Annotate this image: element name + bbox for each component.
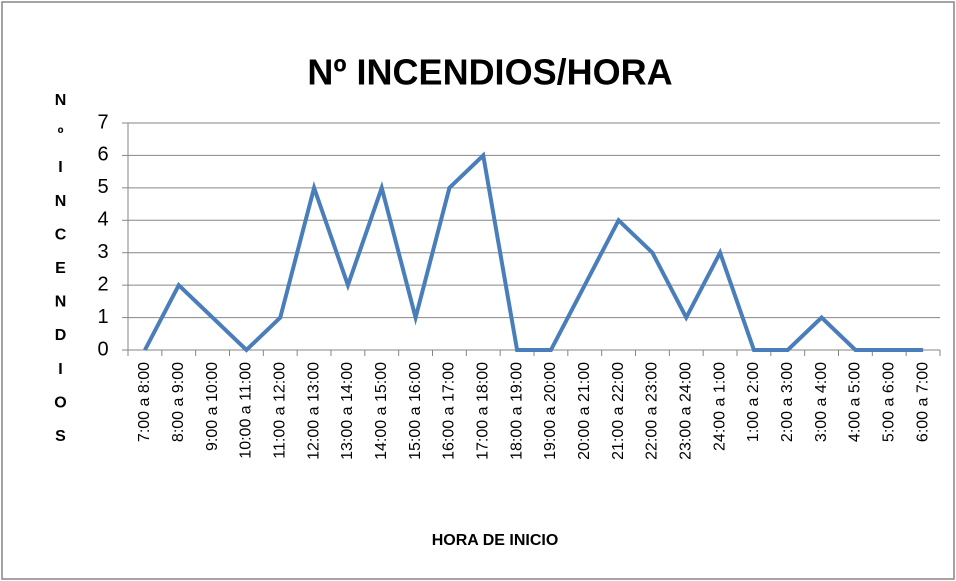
x-tick-label: 21:00 a 22:00: [610, 362, 627, 460]
x-tick-label: 23:00 a 24:00: [677, 362, 694, 460]
x-tick-label: 11:00 a 12:00: [271, 362, 288, 459]
x-tick-label: 7:00 a 8:00: [136, 362, 153, 442]
y-tick-label: 2: [97, 273, 108, 295]
x-tick-label: 18:00 a 19:00: [508, 362, 525, 460]
x-tick-label: 24:00 a 1:00: [711, 362, 728, 451]
y-tick-label: 1: [97, 306, 108, 328]
x-axis-title: HORA DE INICIO: [432, 532, 559, 549]
x-tick-label: 9:00 a 10:00: [204, 362, 221, 451]
y-tick-label: 3: [97, 241, 108, 263]
x-tick-label: 16:00 a 17:00: [441, 362, 458, 460]
x-tick-label: 8:00 a 9:00: [170, 362, 187, 442]
y-tick-label: 0: [97, 338, 108, 360]
x-tick-label: 1:00 a 2:00: [745, 362, 762, 442]
chart-title: Nº INCENDIOS/HORA: [307, 52, 672, 93]
x-tick-label: 4:00 a 5:00: [847, 362, 864, 442]
x-tick-label: 2:00 a 3:00: [779, 362, 796, 442]
x-tick-label: 5:00 a 6:00: [880, 362, 897, 442]
x-tick-label: 13:00 a 14:00: [339, 362, 356, 460]
x-tick-label: 17:00 a 18:00: [474, 362, 491, 460]
x-tick-label: 3:00 a 4:00: [813, 362, 830, 442]
x-tick-label: 15:00 a 16:00: [407, 362, 424, 460]
data-line: [143, 151, 924, 353]
x-tick-label: 12:00 a 13:00: [305, 362, 322, 460]
y-tick-label: 6: [97, 144, 108, 166]
x-tick-label: 14:00 a 15:00: [373, 362, 390, 460]
y-tick-label: 7: [97, 111, 108, 133]
x-tick-label: 22:00 a 23:00: [644, 362, 661, 460]
y-tick-label: 5: [97, 176, 108, 198]
x-tick-label: 6:00 a 7:00: [914, 362, 931, 442]
y-tick-label: 4: [97, 209, 108, 231]
x-tick-label: 19:00 a 20:00: [542, 362, 559, 460]
x-tick-label: 10:00 a 11:00: [238, 362, 255, 459]
y-axis-title: NºINCENDIOS: [52, 92, 69, 462]
x-tick-label: 20:00 a 21:00: [576, 362, 593, 460]
